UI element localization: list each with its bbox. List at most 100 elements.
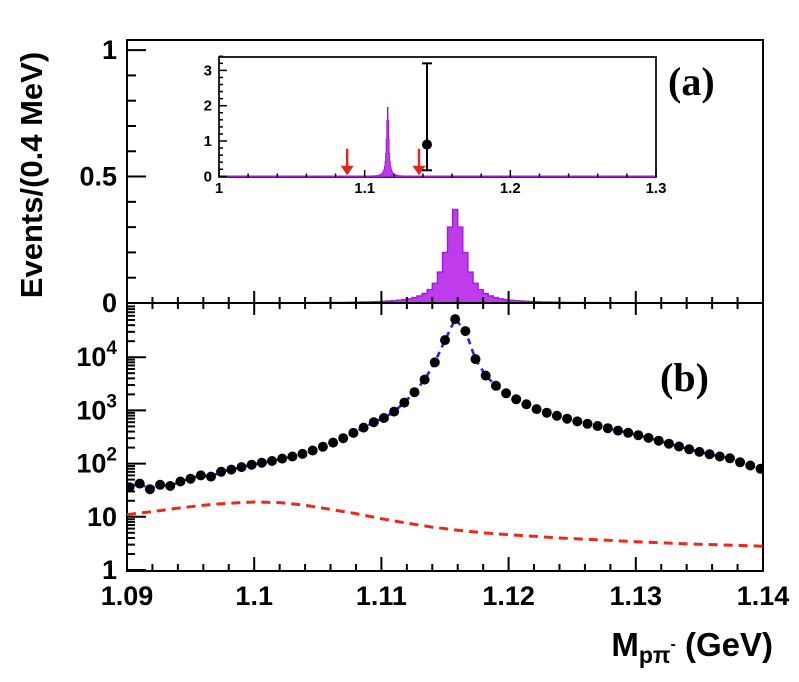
- tick-label: 2: [204, 98, 212, 115]
- red-arrow-head: [412, 165, 426, 176]
- panel-b-frame: [126, 302, 764, 572]
- data-point-marker: [216, 466, 227, 477]
- data-point-marker: [440, 335, 450, 346]
- data-point-marker: [511, 394, 522, 405]
- data-point-marker: [389, 406, 400, 417]
- data-point-marker: [307, 445, 318, 456]
- data-point-marker: [206, 471, 216, 482]
- data-point-marker: [155, 479, 166, 490]
- data-point-marker: [501, 388, 512, 399]
- data-point-marker: [328, 437, 339, 448]
- axis-ticks: [126, 49, 764, 571]
- tick-label: 0: [204, 168, 212, 185]
- data-point-marker: [287, 451, 298, 462]
- data-point-marker: [409, 387, 420, 398]
- panel-frames: [126, 39, 764, 572]
- data-point-marker: [633, 430, 644, 441]
- data-point-marker: [551, 410, 562, 421]
- data-point-marker: [267, 456, 277, 466]
- data-point-marker: [521, 399, 532, 410]
- data-point-marker: [460, 326, 471, 337]
- tick-label: 1: [102, 35, 117, 65]
- tick-label: 3: [204, 62, 212, 79]
- data-point-marker: [724, 453, 735, 464]
- x-title-unit: (GeV): [675, 626, 773, 663]
- data-point-marker: [368, 417, 379, 428]
- data-point-marker: [643, 432, 654, 443]
- data-point-marker: [399, 397, 410, 408]
- data-point-marker: [185, 473, 196, 484]
- x-title-main: M: [611, 626, 639, 663]
- tick-label: 1.1: [354, 180, 375, 197]
- data-point-marker: [144, 484, 155, 495]
- data-point-marker: [684, 444, 695, 455]
- data-point-marker: [429, 357, 440, 368]
- data-point-marker: [236, 462, 247, 473]
- data-point-marker: [348, 427, 359, 438]
- inset-ticks: [218, 55, 657, 178]
- data-point-marker: [704, 449, 715, 460]
- data-point-marker: [175, 476, 186, 487]
- data-point-marker: [582, 418, 593, 429]
- data-point-marker: [317, 441, 328, 452]
- x-title-superscript-minus: -: [670, 636, 676, 653]
- data-point-marker: [602, 423, 613, 434]
- histogram-shape: [299, 208, 612, 304]
- data-point-marker: [745, 460, 756, 471]
- tick-label: 10: [87, 502, 117, 532]
- data-point-marker: [694, 446, 705, 457]
- panel-b-content: [127, 314, 763, 548]
- data-point-marker: [338, 433, 349, 444]
- tick-label: 1: [215, 180, 223, 197]
- data-point-marker: [541, 407, 552, 418]
- data-point-marker: [246, 459, 257, 470]
- data-point-marker: [653, 435, 664, 446]
- panel-b-background-line: [127, 500, 763, 548]
- tick-label: 1.11: [356, 581, 407, 611]
- tick-label: 102: [76, 445, 117, 479]
- tick-label: 1.09: [101, 581, 154, 611]
- x-axis-title: Mpπ- (GeV): [611, 626, 773, 669]
- x-title-subscript: pπ: [638, 642, 671, 668]
- data-point-marker: [358, 422, 369, 433]
- data-point-marker: [562, 413, 573, 424]
- tick-label: 1.1: [235, 581, 273, 611]
- data-point-marker: [490, 380, 501, 391]
- inset-frame: [218, 56, 657, 178]
- data-point-marker: [714, 451, 725, 462]
- panel-a-histogram: [299, 208, 612, 304]
- tick-label: 1.2: [500, 180, 521, 197]
- data-point-marker: [277, 453, 288, 464]
- panel-b-data-points: [127, 314, 763, 495]
- inset-arrows: [340, 148, 426, 176]
- tick-label: 104: [76, 338, 117, 372]
- data-point-marker: [165, 481, 176, 491]
- data-point-marker: [226, 464, 237, 475]
- data-point-marker: [127, 482, 135, 493]
- panel-a-label: (a): [668, 59, 715, 104]
- y-axis-title: Events/(0.4 MeV): [14, 51, 49, 299]
- data-point-marker: [755, 463, 763, 474]
- data-point-marker: [470, 354, 481, 365]
- data-point-marker: [674, 441, 684, 452]
- tick-label: 1.13: [610, 581, 663, 611]
- data-point-marker: [572, 416, 583, 427]
- data-point-marker: [623, 427, 634, 438]
- data-point-marker: [378, 413, 389, 423]
- inset-histogram-shape: [369, 107, 406, 177]
- inset-data-point: [422, 62, 433, 172]
- data-point-marker: [613, 425, 623, 436]
- tick-label: 1.3: [646, 180, 667, 197]
- data-point-marker: [592, 421, 603, 431]
- tick-label: 1: [204, 133, 212, 150]
- data-point-marker: [735, 457, 746, 468]
- data-point-marker: [297, 448, 308, 459]
- data-point-marker: [419, 374, 430, 385]
- red-arrow-head: [340, 165, 354, 176]
- tick-label: 103: [76, 391, 117, 425]
